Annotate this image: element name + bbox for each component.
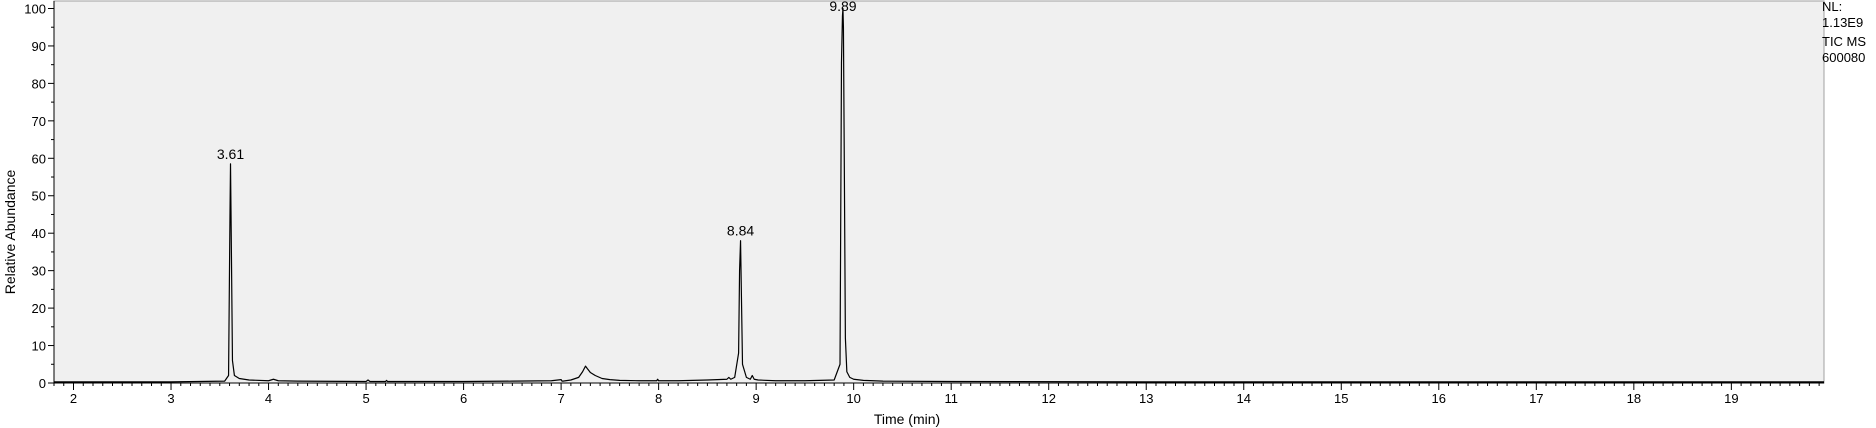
y-tick-label-0: 0	[39, 376, 46, 391]
y-axis-title: Relative Abundance	[2, 170, 18, 295]
x-tick-label-7: 7	[557, 391, 564, 406]
y-tick-label-100: 100	[24, 1, 46, 16]
x-tick-label-9: 9	[753, 391, 760, 406]
x-tick-label-13: 13	[1139, 391, 1153, 406]
x-axis-title: Time (min)	[874, 411, 940, 427]
x-tick-label-16: 16	[1432, 391, 1446, 406]
y-tick-label-10: 10	[32, 339, 46, 354]
y-tick-label-30: 30	[32, 264, 46, 279]
peak-label-3-61: 3.61	[217, 146, 244, 162]
x-tick-label-17: 17	[1529, 391, 1543, 406]
peak-labels: 3.61 8.84 9.89	[217, 0, 857, 239]
x-tick-label-4: 4	[265, 391, 272, 406]
x-tick-label-11: 11	[944, 391, 958, 406]
plot-area	[54, 1, 1824, 383]
y-tick-label-70: 70	[32, 114, 46, 129]
x-tick-label-8: 8	[655, 391, 662, 406]
x-tick-label-2: 2	[70, 391, 77, 406]
x-tick-label-18: 18	[1627, 391, 1641, 406]
y-tick-label-20: 20	[32, 301, 46, 316]
scan-filter-label: TIC MS	[1822, 34, 1867, 49]
x-tick-label-10: 10	[846, 391, 860, 406]
peak-label-9-89: 9.89	[829, 0, 856, 14]
y-tick-label-80: 80	[32, 76, 46, 91]
y-tick-label-90: 90	[32, 39, 46, 54]
y-tick-label-60: 60	[32, 151, 46, 166]
normalization-level-label: NL:	[1822, 0, 1843, 14]
x-tick-label-19: 19	[1724, 391, 1738, 406]
x-tick-label-5: 5	[362, 391, 369, 406]
y-tick-label-40: 40	[32, 226, 46, 241]
x-tick-label-14: 14	[1237, 391, 1251, 406]
x-tick-label-15: 15	[1334, 391, 1348, 406]
normalization-level-value: 1.13E9	[1822, 15, 1864, 30]
x-tick-label-6: 6	[460, 391, 467, 406]
sample-id-label: 600080	[1822, 50, 1866, 65]
data-trace-0	[54, 7, 1824, 383]
x-tick-label-3: 3	[167, 391, 174, 406]
y-tick-label-50: 50	[32, 189, 46, 204]
x-tick-label-12: 12	[1041, 391, 1055, 406]
peak-label-8-84: 8.84	[727, 223, 754, 239]
